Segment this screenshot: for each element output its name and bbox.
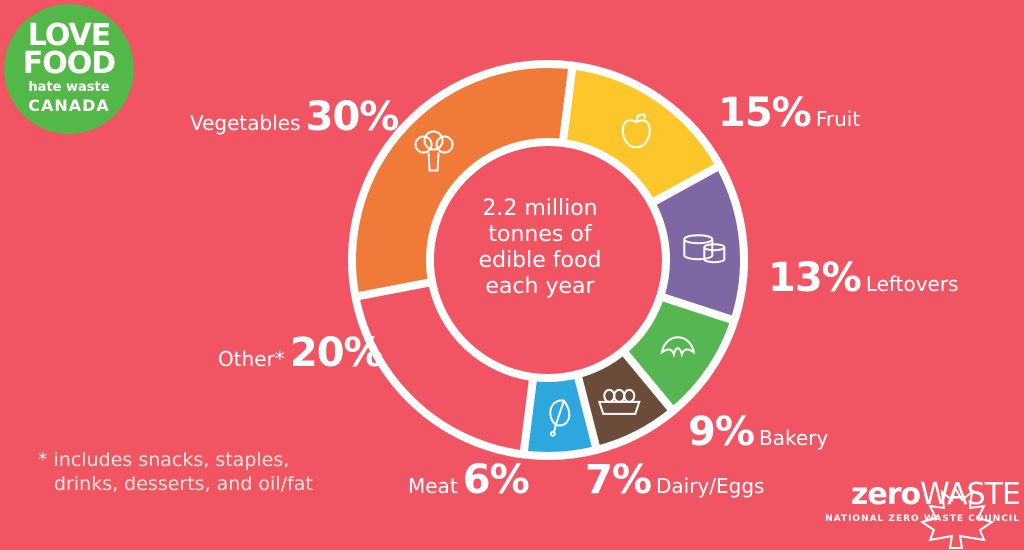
zero-wordmark: zero	[850, 477, 921, 512]
egg-carton-icon	[597, 388, 641, 415]
apple-icon	[621, 113, 651, 149]
maple-leaf-icon	[919, 485, 995, 549]
label-leftovers: 13% Leftovers	[768, 255, 959, 301]
label-other: Other* 20%	[218, 330, 384, 376]
slice-other	[351, 278, 538, 459]
croissant-icon	[660, 336, 696, 358]
zero-waste-logo: zeroWASTE NATIONAL ZERO WASTE COUNCIL	[820, 477, 1021, 525]
label-dairy-eggs: 7% Dairy/Eggs	[585, 457, 765, 503]
label-fruit: 15% Fruit	[718, 90, 861, 136]
label-vegetables: Vegetables 30%	[190, 94, 399, 140]
center-text: 2.2 million tonnes of edible food each y…	[478, 196, 602, 299]
council-text: NATIONAL ZERO WASTE COUNCIL	[825, 514, 1020, 524]
broccoli-icon	[414, 130, 454, 172]
label-meat: Meat 6%	[408, 457, 530, 503]
footnote: * includes snacks, staples, drinks, dess…	[38, 449, 313, 495]
waste-wordmark: WASTE	[920, 477, 1021, 512]
slice-vegetables	[348, 60, 577, 301]
food-container-icon	[683, 234, 726, 264]
label-bakery: 9% Bakery	[688, 409, 829, 455]
drumstick-icon	[549, 398, 571, 437]
love-food-hate-waste-logo: LOVE FOOD hate waste CANADA	[4, 4, 134, 134]
